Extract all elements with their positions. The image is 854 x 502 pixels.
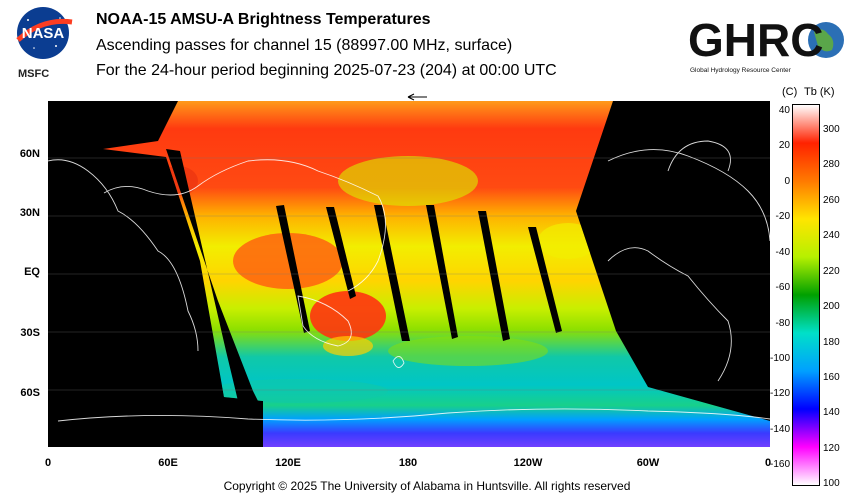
colorbar-kelvin-tick: 240 bbox=[823, 230, 840, 242]
colorbar-celsius-tick: -80 bbox=[775, 317, 790, 329]
lon-label-60w: 60W bbox=[636, 457, 660, 469]
colorbar-celsius-tick: 0 bbox=[784, 175, 790, 187]
ghrc-caption: Global Hydrology Resource Center bbox=[690, 67, 792, 74]
copyright-footer: Copyright © 2025 The University of Alaba… bbox=[223, 479, 631, 493]
agency-label: MSFC bbox=[18, 68, 50, 80]
colorbar-kelvin-tick: 100 bbox=[823, 478, 840, 490]
colorbar-celsius-tick: 20 bbox=[778, 140, 790, 152]
colorbar-celsius-tick: -100 bbox=[769, 353, 790, 364]
colorbar-kelvin-tick: 220 bbox=[823, 265, 840, 277]
lon-label-60e: 60E bbox=[158, 457, 178, 469]
colorbar bbox=[792, 104, 820, 486]
colorbar-kelvin-tick: 200 bbox=[823, 301, 840, 313]
colorbar-kelvin-tick: 120 bbox=[823, 442, 840, 454]
colorbar-kelvin-tick: 180 bbox=[823, 336, 840, 348]
lon-label-0-right: 0 bbox=[764, 457, 772, 469]
period-line: For the 24-hour period beginning 2025-07… bbox=[96, 62, 557, 79]
colorbar-celsius-tick: -40 bbox=[775, 246, 790, 258]
brightness-map bbox=[48, 101, 770, 447]
svg-text:NASA: NASA bbox=[22, 25, 65, 42]
nasa-logo: NASA bbox=[16, 7, 73, 59]
colorbar-kelvin-tick: 280 bbox=[823, 159, 840, 171]
colorbar-kelvin-tick: 140 bbox=[823, 407, 840, 419]
lat-label-30n: 30N bbox=[19, 207, 40, 219]
colorbar-kelvin-tick: 260 bbox=[823, 194, 840, 206]
colorbar-unit-kelvin: Tb (K) bbox=[804, 86, 835, 98]
colorbar-celsius-tick: -60 bbox=[775, 282, 790, 294]
lat-label-60n: 60N bbox=[19, 148, 40, 160]
lon-label-0-left: 0 bbox=[44, 457, 52, 469]
lon-label-120e: 120E bbox=[275, 457, 301, 469]
scan-direction-arrow-icon bbox=[407, 93, 427, 101]
colorbar-celsius-tick: -160 bbox=[769, 459, 790, 471]
ghrc-logo: GHRC Global Hydrology Resource Center bbox=[688, 14, 844, 74]
colorbar-unit-celsius: (C) bbox=[782, 86, 798, 98]
lat-label-eq: EQ bbox=[24, 266, 40, 278]
lon-label-120w: 120W bbox=[513, 457, 543, 469]
page-title: NOAA-15 AMSU-A Brightness Temperatures bbox=[96, 11, 431, 28]
colorbar-celsius-tick: -120 bbox=[769, 388, 790, 400]
lon-label-180: 180 bbox=[398, 457, 418, 469]
lat-label-60s: 60S bbox=[20, 387, 40, 399]
colorbar-kelvin-tick: 300 bbox=[823, 124, 840, 135]
lat-label-30s: 30S bbox=[20, 327, 40, 339]
colorbar-celsius-tick: -20 bbox=[775, 211, 790, 223]
colorbar-celsius-tick: -140 bbox=[769, 423, 790, 435]
colorbar-kelvin-tick: 160 bbox=[823, 372, 840, 383]
page-subtitle: Ascending passes for channel 15 (88997.0… bbox=[96, 37, 513, 54]
ghrc-wordmark: GHRC bbox=[688, 14, 823, 66]
colorbar-celsius-tick: 40 bbox=[778, 105, 790, 116]
